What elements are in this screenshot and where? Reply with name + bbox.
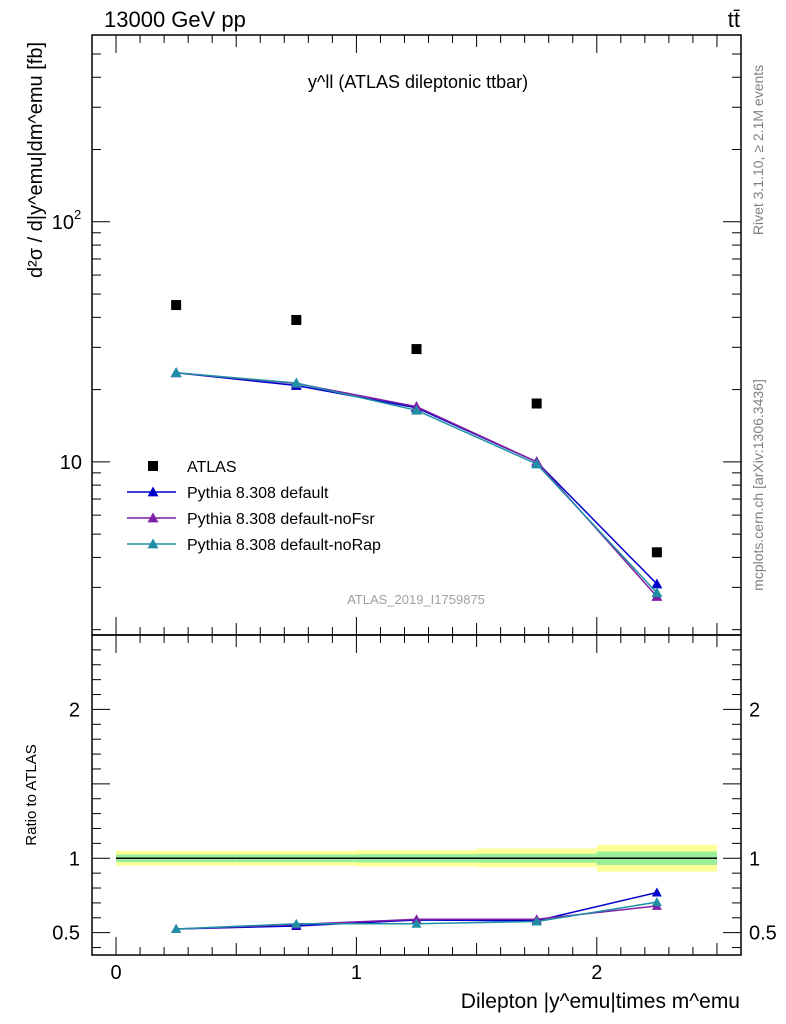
y-tick-label-exponent: 2 [74,207,81,222]
ratio-panel: 0.5 0.5 1 1 2 2 0 1 2 Ratio to ATLAS Dilepton |y… [23,634,777,1013]
data-square-marker [171,300,182,311]
triangle-marker [531,916,542,926]
mcplots-label: mcplots.cern.ch [arXiv:1306.3436] [750,379,766,591]
triangle-marker [171,923,182,933]
data-square-marker [651,547,662,558]
analysis-watermark: ATLAS_2019_I1759875 [347,592,485,607]
x-tick-label: 0 [110,962,121,984]
legend-label: ATLAS [187,459,237,476]
triangle-marker [290,377,302,388]
y-tick-label-right: 1 [749,848,760,870]
main-y-axis-label: d²σ / d|y^emu|dm^emu [fb] [25,42,47,278]
triangle-marker [411,918,422,928]
triangle-marker [147,512,159,523]
triangle-marker [651,887,662,897]
triangle-marker [411,404,422,415]
y-tick-label-right: 0.5 [749,923,777,945]
legend: ATLAS Pythia 8.308 default Pythia 8.308 de… [127,459,381,554]
triangle-marker [170,367,182,378]
ratio-marks [171,887,662,933]
x-axis-label: Dilepton |y^emu|times m^emu [461,990,740,1013]
data-square-marker [291,314,302,325]
x-tick-label: 1 [351,962,362,984]
triangle-marker [651,587,663,598]
triangle-marker [531,458,543,469]
legend-label: Pythia 8.308 default [187,485,329,502]
triangle-marker [147,538,159,549]
y-tick-label-right: 2 [749,699,760,721]
legend-label: Pythia 8.308 default-noRap [187,537,381,554]
y-tick-label: 10 [60,452,82,474]
main-title: y^ll (ATLAS dileptonic ttbar) [308,72,528,92]
x-tick-label: 2 [591,962,602,984]
energy-label: 13000 GeV pp [104,7,246,32]
process-label: tt̄ [728,7,740,32]
data-square-marker [531,398,542,409]
rivet-label: Rivet 3.1.10, ≥ 2.1M events [750,65,766,235]
triangle-marker [147,486,159,497]
y-tick-label: 2 [69,699,80,721]
triangle-marker [651,578,663,589]
ratio-ticks: 0.5 0.5 1 1 2 2 0 1 2 [52,635,777,984]
main-marks [170,300,663,601]
data-square-marker [411,344,422,355]
ratio-frame [91,634,742,956]
ratio-bands [116,844,717,872]
y-tick-label: 0.5 [52,923,80,945]
legend-square-marker [148,461,158,471]
y-tick-label: 1 [69,848,80,870]
legend-label: Pythia 8.308 default-noFsr [187,511,375,528]
triangle-marker [651,897,662,907]
triangle-marker [291,918,302,928]
ratio-y-axis-label: Ratio to ATLAS [23,744,40,845]
y-tick-label: 10 [52,212,74,234]
